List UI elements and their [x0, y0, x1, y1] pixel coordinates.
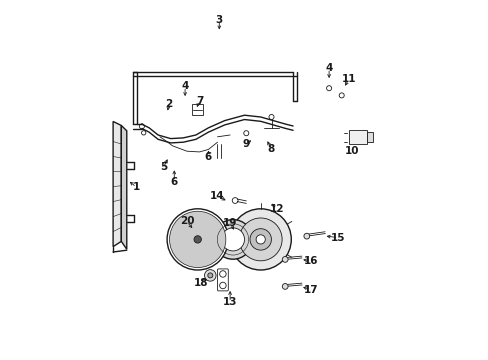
Circle shape: [204, 270, 216, 281]
Circle shape: [190, 232, 205, 247]
Circle shape: [207, 273, 212, 278]
Circle shape: [282, 284, 287, 289]
Text: 2: 2: [165, 99, 172, 109]
Text: 19: 19: [223, 218, 237, 228]
Circle shape: [169, 211, 225, 267]
Circle shape: [221, 228, 244, 251]
Text: 12: 12: [269, 204, 284, 214]
Text: 7: 7: [195, 96, 203, 106]
Text: 20: 20: [179, 216, 194, 226]
Circle shape: [239, 218, 282, 261]
Text: 8: 8: [267, 144, 275, 154]
Text: 13: 13: [223, 297, 237, 307]
Circle shape: [213, 220, 252, 259]
FancyBboxPatch shape: [366, 132, 373, 142]
Circle shape: [185, 228, 209, 251]
Circle shape: [304, 233, 309, 239]
Text: 17: 17: [303, 285, 318, 295]
Text: 18: 18: [194, 278, 208, 288]
Text: 14: 14: [210, 191, 224, 201]
Text: 4: 4: [325, 63, 332, 73]
Circle shape: [249, 229, 271, 250]
Text: 6: 6: [204, 152, 212, 162]
Polygon shape: [113, 121, 121, 247]
FancyBboxPatch shape: [348, 130, 366, 144]
Text: 4: 4: [181, 81, 188, 91]
Text: 10: 10: [345, 146, 359, 156]
Circle shape: [194, 236, 201, 243]
Circle shape: [177, 220, 217, 259]
FancyBboxPatch shape: [217, 269, 228, 291]
Circle shape: [256, 235, 265, 244]
FancyBboxPatch shape: [192, 104, 203, 115]
Circle shape: [230, 209, 291, 270]
Text: 15: 15: [330, 233, 345, 243]
Circle shape: [282, 257, 287, 262]
Circle shape: [173, 215, 221, 264]
Text: 5: 5: [160, 162, 167, 172]
Text: 9: 9: [242, 139, 249, 149]
Text: 6: 6: [170, 177, 178, 187]
Circle shape: [167, 209, 228, 270]
Text: 16: 16: [303, 256, 318, 266]
Circle shape: [182, 224, 213, 255]
Polygon shape: [121, 126, 126, 249]
Text: 11: 11: [341, 74, 355, 84]
Text: 3: 3: [215, 15, 223, 25]
Text: 1: 1: [133, 182, 140, 192]
